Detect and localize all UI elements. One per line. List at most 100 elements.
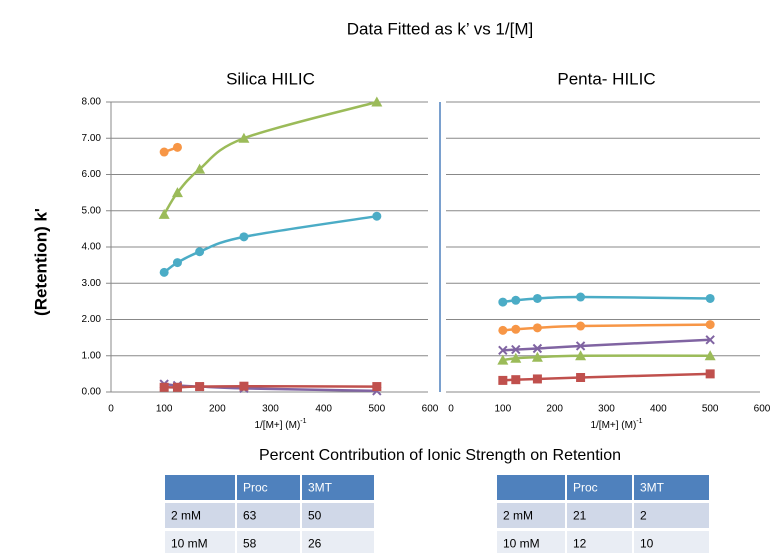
x-tick-label: 400 (650, 404, 667, 415)
point (172, 258, 182, 268)
x-tick-label: 500 (368, 404, 385, 415)
table-text: 58 (243, 537, 257, 551)
table-cell (634, 475, 709, 500)
point (498, 297, 508, 307)
x-axis-title-sup: -1 (636, 418, 642, 425)
table-cell (497, 503, 565, 528)
table-text: 50 (308, 509, 322, 523)
x-axis-title-text: 1/[M+] (M) (254, 420, 300, 431)
point (705, 320, 715, 330)
table-text: 10 (640, 537, 654, 551)
x-tick-label: 0 (448, 404, 454, 415)
y-tick-label: 6.00 (82, 169, 102, 180)
point (576, 292, 586, 302)
table-cell (165, 475, 235, 500)
table-text: 2 mM (503, 509, 533, 523)
table-text: 3MT (640, 481, 665, 495)
point (238, 132, 250, 143)
chart-title: Penta- HILIC (557, 69, 655, 88)
point (575, 341, 586, 351)
point (498, 375, 508, 385)
point (510, 352, 522, 363)
chart-title: Silica HILIC (226, 69, 315, 88)
point (172, 142, 182, 152)
point (171, 187, 183, 198)
point (239, 232, 249, 242)
y-tick-label: 1.00 (82, 350, 102, 361)
table-cell (567, 475, 632, 500)
table-text: 3MT (308, 481, 333, 495)
table-cell (497, 531, 565, 553)
y-axis-title: (Retention) k' (31, 208, 50, 316)
table-cell (302, 531, 374, 553)
x-axis-title-sup: -1 (300, 418, 306, 425)
x-axis-title: 1/[M+] (M)-1 (590, 418, 642, 431)
table-text: 21 (573, 509, 587, 523)
x-tick-label: 0 (108, 404, 114, 415)
point (532, 374, 542, 384)
tables-title: Percent Contribution of Ionic Strength o… (259, 447, 621, 464)
table-cell (165, 531, 235, 553)
point (511, 324, 521, 334)
table-cell (302, 475, 374, 500)
point (159, 382, 169, 392)
point (159, 267, 169, 277)
table-text: 2 (640, 509, 647, 523)
table-text: Proc (243, 481, 268, 495)
series-line (163, 214, 378, 274)
x-tick-label: 600 (422, 404, 439, 415)
x-tick-label: 100 (156, 404, 173, 415)
x-tick-label: 500 (702, 404, 719, 415)
table-cell (165, 503, 235, 528)
x-axis-title: 1/[M+] (M)-1 (254, 418, 306, 431)
series-line (502, 338, 711, 352)
table-text: 63 (243, 509, 257, 523)
point (532, 323, 542, 333)
point (511, 375, 521, 385)
point (531, 351, 543, 362)
point (705, 335, 715, 345)
y-tick-label: 5.00 (82, 205, 102, 216)
table-text: 10 mM (171, 537, 208, 551)
y-tick-label: 7.00 (82, 133, 102, 144)
table-cell (237, 503, 300, 528)
table-text: Proc (573, 481, 598, 495)
table-text: 12 (573, 537, 587, 551)
x-tick-label: 300 (598, 404, 615, 415)
point (705, 293, 715, 303)
x-tick-label: 300 (262, 404, 279, 415)
table-text: 2 mM (171, 509, 201, 523)
table-cell (497, 475, 565, 500)
point (159, 147, 169, 157)
table-cell (567, 503, 632, 528)
point (497, 354, 509, 365)
table-text: 10 mM (503, 537, 540, 551)
x-axis-title-text: 1/[M+] (M) (590, 420, 636, 431)
series-line (502, 354, 711, 362)
series-line (163, 100, 378, 216)
point (705, 369, 715, 379)
point (511, 344, 521, 355)
table-cell (237, 475, 300, 500)
point (172, 382, 182, 392)
y-tick-label: 0.00 (82, 387, 102, 398)
table-cell (634, 531, 709, 553)
point (532, 343, 543, 354)
point (704, 350, 716, 361)
point (576, 373, 586, 382)
table-cell (634, 503, 709, 528)
x-tick-label: 600 (754, 404, 771, 415)
point (372, 382, 382, 392)
point (576, 321, 586, 331)
x-tick-label: 100 (494, 404, 511, 415)
y-tick-label: 2.00 (82, 314, 102, 325)
table-text: 26 (308, 537, 322, 551)
table-cell (302, 503, 374, 528)
point (371, 96, 383, 107)
x-tick-label: 200 (209, 404, 226, 415)
point (195, 382, 205, 392)
point (532, 293, 542, 303)
point (195, 247, 205, 257)
table-cell (237, 531, 300, 553)
